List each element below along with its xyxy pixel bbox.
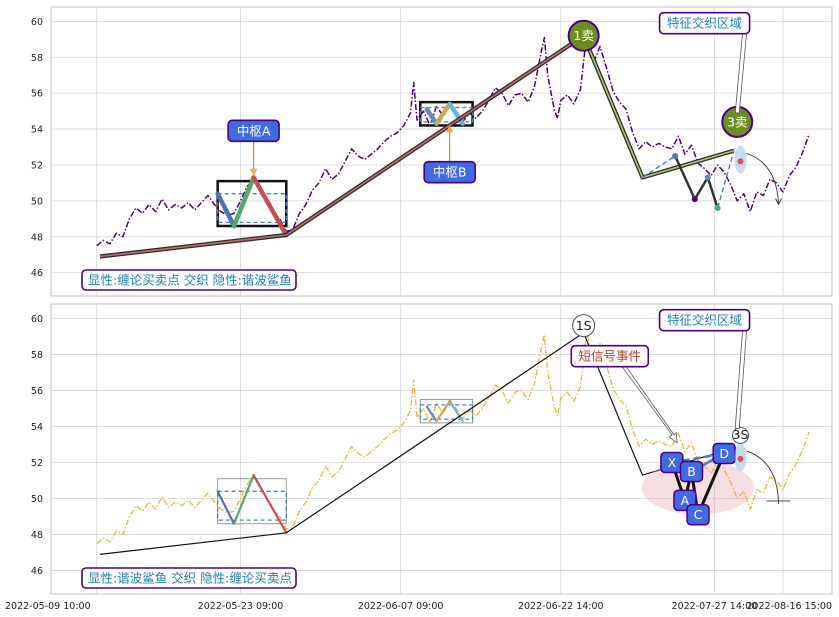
stroke-vertex-dot [704, 174, 711, 181]
harmonic-point-label: A [681, 493, 690, 508]
y-tick-label: 54 [31, 422, 43, 433]
pivot-zone [419, 106, 474, 123]
harmonic-point-label: C [694, 507, 703, 522]
annotation-arrow-head [445, 125, 454, 133]
y-tick-label: 52 [31, 160, 43, 171]
annotation-arrow-head [249, 168, 258, 176]
y-tick-label: 48 [31, 530, 43, 541]
annotation-text: 中枢B [433, 165, 467, 180]
y-tick-label: 58 [31, 53, 43, 64]
zigzag-segment [448, 400, 464, 423]
x-tick-label: 2022-08-16 15:00 [746, 601, 832, 612]
stroke-vertex-dot [714, 205, 721, 212]
plot-area [50, 6, 833, 297]
annotation-arrow [621, 365, 678, 444]
y-tick-label: 60 [31, 314, 43, 325]
y-tick-label: 60 [31, 17, 43, 28]
harmonic-point-label: D [719, 446, 729, 461]
zigzag-segment [232, 474, 255, 525]
annotation-text: 特征交织区域 [667, 16, 742, 31]
late-strokes-bold [673, 155, 719, 209]
y-tick-label: 46 [31, 268, 43, 279]
forecast-arrow [746, 152, 779, 204]
legend-text: 显性:谐波鲨鱼 交织 隐性:缠论买卖点 [88, 571, 292, 586]
y-tick-label: 54 [31, 125, 43, 136]
annotation-text: 特征交织区域 [667, 313, 742, 328]
harmonic-point-box [679, 460, 704, 483]
x-tick-label: 2022-06-07 09:00 [358, 601, 444, 612]
forecast-arrow [746, 450, 779, 501]
stroke-vertex-dot [672, 152, 679, 159]
y-tick-label: 52 [31, 458, 43, 469]
signal-marker-label: 1S [576, 318, 592, 333]
legend-box [81, 269, 297, 291]
price-series [96, 31, 810, 247]
forecast-arrow-head [775, 198, 782, 206]
x-tick-label: 2022-07-27 14:00 [672, 601, 758, 612]
annotation-box [658, 11, 751, 35]
x-tick-label: 2022-06-22 14:00 [518, 601, 604, 612]
annotation-box [423, 160, 476, 184]
zigzag-segment [231, 175, 256, 229]
signal-marker [567, 19, 600, 52]
end-dot [737, 455, 744, 462]
signal-marker [732, 426, 750, 444]
pivot-zone [419, 404, 474, 420]
y-tick-label: 46 [31, 566, 43, 577]
annotation-box [227, 119, 280, 143]
y-tick-label: 58 [31, 350, 43, 361]
y-tick-label: 56 [31, 89, 43, 100]
zigzag-segment [215, 191, 237, 229]
harmonic-point-box [686, 503, 710, 526]
y-tick-label: 50 [31, 196, 43, 207]
signal-marker-label: 1卖 [573, 28, 593, 43]
zigzag-segment [424, 107, 439, 126]
harmonic-point-label: B [687, 464, 696, 479]
zigzag-segment [434, 101, 452, 126]
annotation-box [658, 308, 751, 332]
legend-box [81, 567, 297, 589]
x-tick-label: 2022-05-23 09:00 [198, 601, 284, 612]
annotation-text: 中枢A [237, 123, 271, 138]
legend-text: 显性:缠论买卖点 交织 隐性:谐波鲨鱼 [88, 273, 292, 288]
y-tick-label: 48 [31, 232, 43, 243]
zigzag-segment [251, 175, 289, 238]
signal-marker-label: 3卖 [727, 114, 747, 129]
end-dot [737, 158, 744, 165]
annotation-box [570, 344, 650, 368]
stroke-vertex-dot [691, 196, 698, 203]
x-tick-label: 2022-05-09 10:00 [5, 601, 91, 612]
zigzag-segment [435, 400, 451, 423]
forecast-arrow-head [766, 500, 791, 504]
price-series [96, 328, 810, 545]
zigzag-segment [425, 405, 438, 423]
stroke-line-up [99, 35, 585, 258]
signal-marker-label: 3S [733, 427, 749, 442]
y-tick-label: 50 [31, 494, 43, 505]
y-tick-label: 56 [31, 386, 43, 397]
plot-area [50, 303, 833, 595]
annotation-text: 短信号事件 [579, 349, 642, 364]
zigzag-segment [252, 474, 288, 534]
harmonic-point-label: X [668, 455, 677, 470]
harmonic-zone [642, 460, 755, 515]
zigzag-segment [216, 490, 236, 525]
panel-bottom: 46 48 50 52 54 56 58 60 2022-05-09 10:00 2022-05-… [5, 303, 833, 612]
signal-marker [572, 314, 596, 338]
